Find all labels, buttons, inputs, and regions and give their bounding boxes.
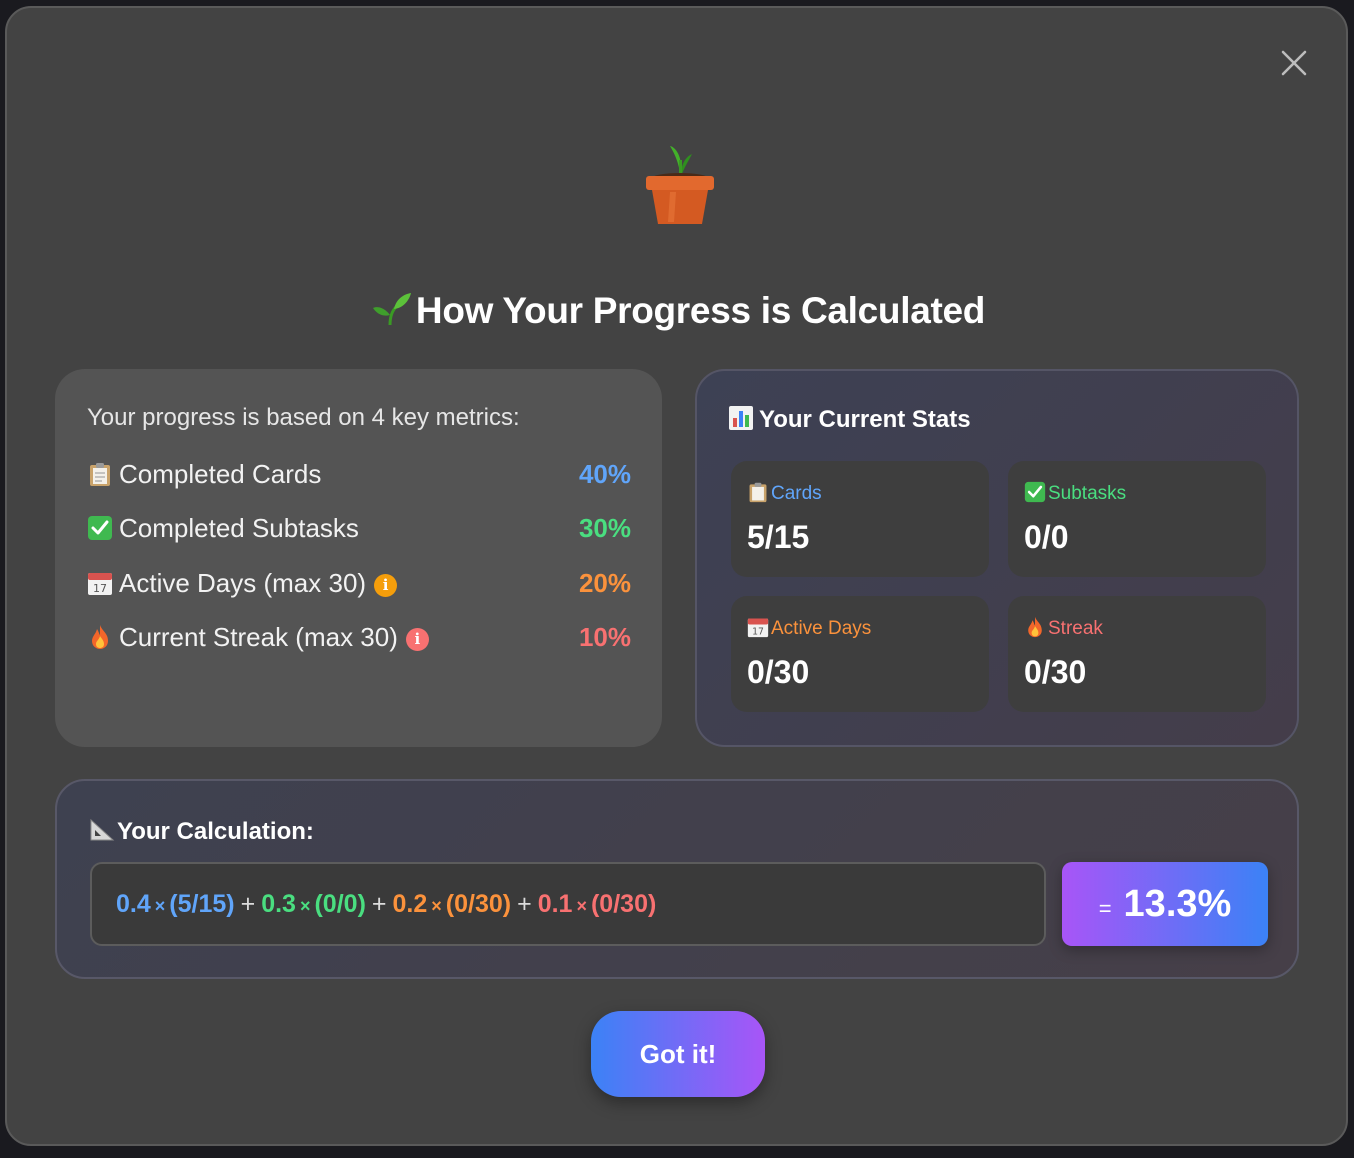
stat-label-text: Subtasks xyxy=(1048,483,1127,504)
metric-percent: 20% xyxy=(578,568,631,598)
calendar-icon: 17 xyxy=(87,570,113,596)
svg-text:17: 17 xyxy=(752,627,764,638)
info-icon[interactable]: i xyxy=(374,574,398,597)
progress-modal: How Your Progress is Calculated Your pro… xyxy=(5,6,1348,1146)
term-weight: 0.4 xyxy=(116,890,151,918)
calendar-icon: 17 xyxy=(747,616,769,638)
metric-label: Current Streak (max 30) i xyxy=(119,622,429,653)
stat-label-text: Active Days xyxy=(771,618,872,639)
stat-label-text: Streak xyxy=(1048,618,1103,639)
stats-title-text: Your Current Stats xyxy=(759,406,971,433)
plus-symbol: + xyxy=(371,890,387,918)
stat-subtasks: Subtasks 0/0 xyxy=(1008,461,1266,577)
metrics-card: Your progress is based on 4 key metrics:… xyxy=(55,369,662,747)
metric-percent: 40% xyxy=(578,459,631,489)
stat-active-days: 17 Active Days 0/30 xyxy=(731,596,989,712)
metrics-intro: Your progress is based on 4 key metrics: xyxy=(87,404,520,431)
calculation-title: Your Calculation: xyxy=(89,818,314,846)
current-stats-card: Your Current Stats Cards 5/15 Subtasks 0… xyxy=(695,369,1299,747)
formula-term: 0.3 × (0/0) xyxy=(261,890,366,918)
metric-percent: 30% xyxy=(578,513,631,543)
stat-label: Subtasks xyxy=(1024,481,1126,505)
info-icon[interactable]: i xyxy=(405,628,429,651)
metric-completed-cards: Completed Cards 40% xyxy=(87,459,631,493)
term-fraction: (0/30) xyxy=(445,890,512,918)
term-fraction: (5/15) xyxy=(169,890,235,918)
svg-text:17: 17 xyxy=(93,582,107,595)
modal-title: How Your Progress is Calculated xyxy=(7,290,1350,332)
stat-cards: Cards 5/15 xyxy=(731,461,989,577)
plus-symbol: + xyxy=(517,890,532,918)
seedling-icon xyxy=(372,291,412,327)
metric-label-text: Current Streak (max 30) xyxy=(119,622,398,652)
stat-label: 17 Active Days xyxy=(747,616,871,640)
equals-symbol: = xyxy=(1098,896,1112,921)
got-it-button[interactable]: Got it! xyxy=(591,1011,765,1097)
triangular-ruler-icon xyxy=(89,818,115,842)
check-box-icon xyxy=(1024,481,1046,503)
calculation-title-text: Your Calculation: xyxy=(117,818,314,845)
stat-value: 0/30 xyxy=(747,654,810,690)
plus-symbol: + xyxy=(240,890,256,918)
stat-label-text: Cards xyxy=(771,483,822,504)
metric-completed-subtasks: Completed Subtasks 30% xyxy=(87,513,631,547)
term-fraction: (0/30) xyxy=(590,890,657,918)
potted-plant-icon xyxy=(642,134,718,228)
stat-value: 0/0 xyxy=(1024,519,1069,555)
metric-label: Active Days (max 30) i xyxy=(119,568,398,599)
stat-value: 5/15 xyxy=(747,519,810,555)
check-box-icon xyxy=(87,515,113,541)
term-weight: 0.2 xyxy=(392,890,428,918)
result-value: 13.3% xyxy=(1123,883,1232,925)
stat-value: 0/30 xyxy=(1024,654,1087,690)
term-weight: 0.3 xyxy=(261,890,296,918)
stat-label: Cards xyxy=(747,481,822,505)
formula-term: 0.2 × (0/30) xyxy=(393,890,512,918)
times-symbol: × xyxy=(431,896,442,916)
close-button[interactable] xyxy=(1279,48,1309,78)
formula-display: 0.4 × (5/15) +0.3 × (0/0) +0.2 × (0/30) +0.1 × (0/3… xyxy=(90,862,1046,946)
term-weight: 0.1 xyxy=(537,890,573,918)
formula-term: 0.1 × (0/30) xyxy=(538,890,657,918)
fire-icon xyxy=(87,624,113,650)
clipboard-icon xyxy=(87,461,113,487)
metric-label: Completed Cards xyxy=(119,459,322,489)
times-symbol: × xyxy=(154,896,166,916)
times-symbol: × xyxy=(299,896,311,916)
close-icon[interactable] xyxy=(1279,48,1309,78)
calculation-card: Your Calculation: 0.4 × (5/15) +0.3 × (0/0) +0… xyxy=(55,779,1299,979)
metric-current-streak: Current Streak (max 30) i 10% xyxy=(87,622,631,656)
modal-title-text: How Your Progress is Calculated xyxy=(415,290,986,331)
stat-streak: Streak 0/30 xyxy=(1008,596,1266,712)
times-symbol: × xyxy=(576,896,587,916)
formula-term: 0.4 × (5/15) xyxy=(116,890,235,918)
metric-label-text: Active Days (max 30) xyxy=(119,568,367,598)
stats-title: Your Current Stats xyxy=(729,406,971,434)
bar-chart-icon xyxy=(729,406,753,430)
result-badge: = 13.3% xyxy=(1062,862,1268,946)
fire-icon xyxy=(1024,616,1046,638)
stat-label: Streak xyxy=(1024,616,1103,640)
metric-active-days: 17 Active Days (max 30) i 20% xyxy=(87,568,631,602)
metric-percent: 10% xyxy=(578,622,631,652)
metric-label: Completed Subtasks xyxy=(119,513,359,543)
clipboard-icon xyxy=(747,481,769,503)
term-fraction: (0/0) xyxy=(314,890,366,918)
